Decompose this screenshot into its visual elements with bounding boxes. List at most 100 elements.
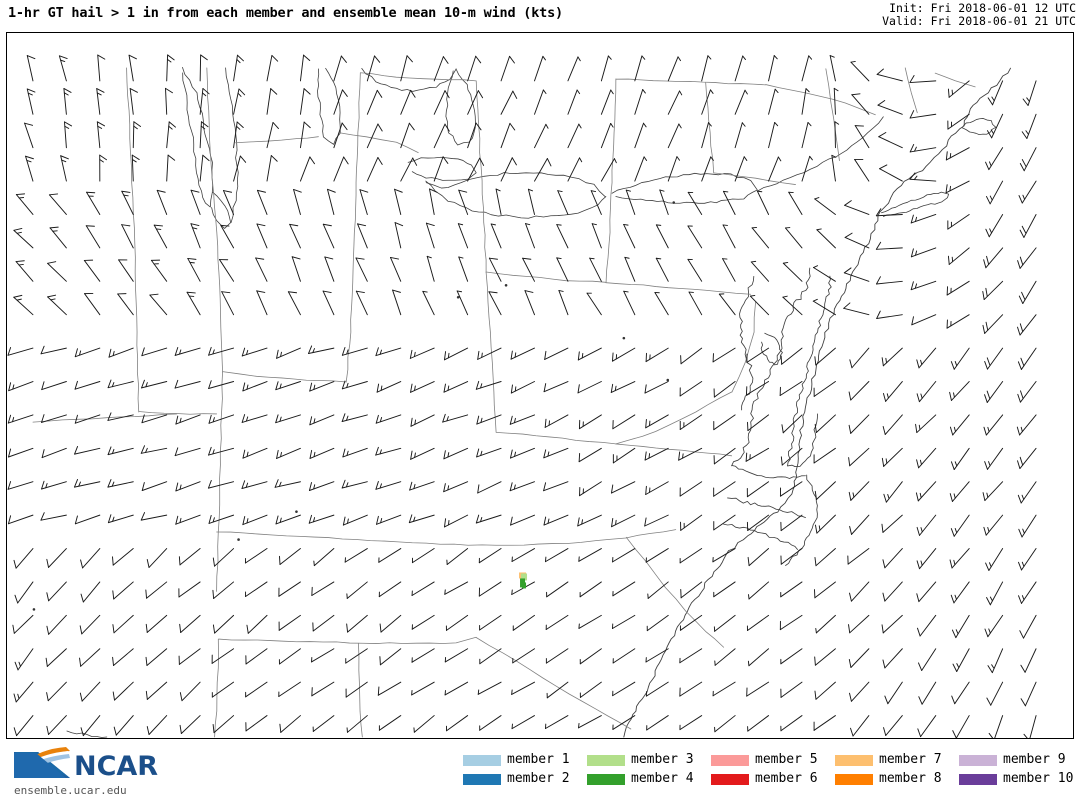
wind-barb	[41, 414, 67, 423]
map-panel[interactable]	[6, 32, 1074, 739]
wind-barb	[985, 180, 1004, 205]
wind-barb	[179, 681, 201, 702]
wind-barb	[478, 548, 502, 564]
barb-tick	[345, 482, 349, 488]
barb-shaft	[7, 347, 34, 356]
barb-tick	[442, 56, 449, 64]
barb-shaft	[722, 190, 736, 215]
barb-shaft	[920, 715, 937, 738]
barb-tick	[379, 449, 382, 455]
barb-shaft	[83, 259, 101, 282]
potomac-estuary	[739, 275, 755, 411]
barb-tick	[256, 290, 266, 293]
barb-tick	[986, 130, 993, 139]
barb-shaft	[223, 190, 235, 215]
barb-shaft	[612, 581, 636, 597]
wind-barb	[1018, 514, 1037, 538]
barb-shaft	[747, 414, 770, 432]
barb-tick	[991, 96, 995, 102]
barb-shaft	[278, 581, 301, 597]
barb-tick	[355, 290, 365, 294]
barb-tick	[141, 482, 145, 491]
wind-barb	[718, 293, 736, 316]
st-lawrence-river	[757, 116, 884, 192]
wind-barb	[645, 481, 669, 495]
barb-shaft	[545, 548, 569, 563]
wind-barb	[986, 581, 1004, 606]
wind-barb	[458, 256, 469, 282]
barb-shaft	[107, 514, 134, 524]
barb-tick	[270, 155, 278, 162]
barb-shaft	[166, 121, 170, 149]
wind-barb	[41, 447, 67, 459]
state-boundary-27	[705, 82, 715, 174]
barb-tick	[312, 517, 316, 523]
barb-shaft	[875, 247, 903, 250]
barb-shaft	[345, 648, 368, 664]
barb-shaft	[392, 289, 402, 316]
wind-barb	[276, 447, 301, 459]
barb-shaft	[567, 123, 580, 149]
barb-tick	[510, 516, 513, 526]
state-boundary-12	[485, 271, 497, 433]
barb-tick	[113, 726, 117, 736]
barb-shaft	[311, 581, 335, 596]
barb-tick	[488, 291, 498, 294]
barb-tick	[97, 125, 103, 129]
wind-barb	[814, 414, 836, 433]
wind-barb	[366, 156, 383, 182]
wind-barb	[63, 87, 72, 115]
barb-shaft	[591, 223, 602, 249]
wind-barb	[1017, 347, 1037, 370]
wind-barb	[390, 256, 402, 282]
barb-tick	[481, 352, 483, 358]
wind-barb	[910, 214, 937, 224]
ncar-logo: NCAR ensemble.ucar.edu	[8, 744, 178, 797]
barb-tick	[46, 692, 49, 702]
wind-barb	[341, 347, 368, 356]
barb-shaft	[768, 55, 775, 82]
barb-tick	[322, 223, 332, 227]
wind-barb	[375, 480, 402, 490]
wind-barb	[768, 88, 779, 115]
barb-shaft	[1019, 414, 1037, 436]
barb-shaft	[140, 447, 168, 454]
barb-shaft	[413, 715, 435, 733]
wind-barb	[26, 88, 36, 115]
barb-shaft	[600, 89, 612, 115]
map-canvas[interactable]	[7, 33, 1073, 738]
wind-barb	[624, 256, 636, 282]
wind-barb	[443, 381, 469, 393]
barb-shaft	[84, 293, 101, 316]
barb-shaft	[543, 481, 569, 492]
barb-shaft	[916, 414, 937, 434]
barb-tick	[989, 596, 993, 602]
barb-tick	[270, 88, 278, 95]
legend-swatch	[835, 755, 873, 766]
wind-barb	[266, 155, 278, 182]
barb-shaft	[47, 262, 67, 282]
barb-shaft	[85, 225, 101, 249]
wind-barb	[814, 347, 836, 366]
barb-shaft	[815, 548, 836, 567]
barb-tick	[833, 87, 839, 92]
barb-shaft	[312, 614, 335, 632]
wind-barb	[256, 189, 268, 215]
barb-shaft	[132, 121, 135, 149]
wind-barb	[854, 158, 870, 182]
barb-shaft	[577, 514, 602, 527]
barb-tick	[911, 316, 914, 326]
wind-barb	[207, 479, 235, 489]
barb-shaft	[255, 257, 268, 282]
barb-tick	[707, 55, 712, 60]
barb-tick	[986, 357, 991, 367]
barb-tick	[79, 657, 82, 667]
barb-shaft	[884, 581, 903, 602]
lake-michigan-east-shore	[225, 67, 239, 223]
barb-tick	[18, 661, 21, 667]
barb-tick	[357, 223, 367, 227]
wind-barb	[788, 191, 803, 215]
wind-barb	[713, 614, 736, 632]
wind-barb	[983, 514, 1004, 536]
wind-barb	[848, 414, 870, 434]
